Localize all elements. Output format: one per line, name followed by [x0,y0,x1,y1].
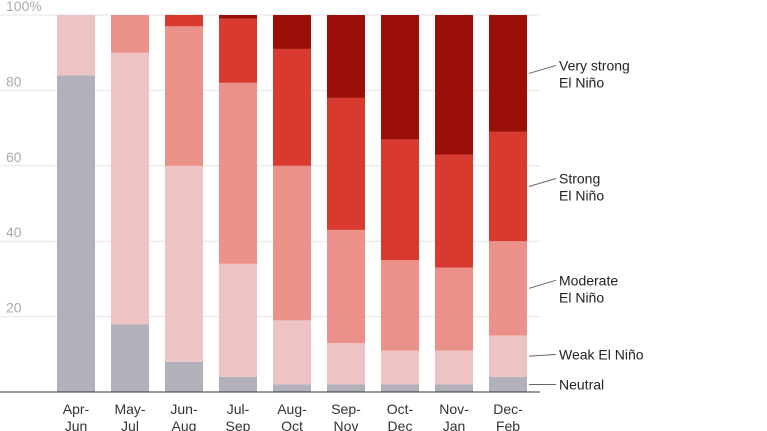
legend-leader-line [528,178,557,188]
bar-segment [219,15,257,19]
bar-segment [489,131,527,242]
y-tick-label: 80 [6,73,22,89]
bar-segment [381,15,419,140]
y-tick-label: 60 [6,149,22,165]
bar-segment [165,15,203,27]
bar-segment [165,26,203,166]
x-tick-label: Aug-Oct [277,401,307,431]
bar-segment [381,384,419,392]
bar-segment [111,15,149,53]
bar-segment [273,48,311,166]
legend-label: Moderate El Niño [559,272,618,305]
bar-segment [327,342,365,385]
bar-segment [273,15,311,49]
bar-segment [219,263,257,377]
bars [57,15,527,392]
legend-leader-line [528,64,557,74]
bar-segment [111,52,149,325]
bar-segment [327,384,365,392]
bar-segment [435,350,473,385]
x-tick-label: May-Jul [114,401,145,431]
legend-label: Weak El Niño [559,346,644,362]
bar-segment [219,376,257,392]
bar-segment [273,384,311,392]
x-tick-label: Sep-Nov [331,401,361,431]
legend-leader-line [528,279,557,289]
legend: Neutral Weak El Niño Moderate El Niño Strong… [528,57,644,392]
bar-segment [327,97,365,230]
bar-segment [165,165,203,362]
bar-segment [435,267,473,351]
bar-segment [435,384,473,392]
legend-label: Strong El Niño [559,171,604,204]
x-tick-label: Oct-Dec [387,401,414,431]
bar-segment [219,82,257,264]
y-tick-label: 40 [6,224,22,240]
x-tick-label: Jul-Sep [226,401,251,431]
x-tick-label: Jun-Aug [170,401,198,431]
bar-segment [381,350,419,385]
bar-segment [435,15,473,155]
y-tick-label: 20 [6,300,22,316]
bar-segment [327,15,365,98]
bar-segment [219,18,257,83]
bar-segment [57,15,95,76]
legend-leader-line [528,353,557,357]
x-tick-label: Dec-Feb [493,401,523,431]
bar-segment [489,376,527,392]
x-axis-labels: Apr-Jun May-Jul Jun-Aug Jul-Sep Aug-Oct Sep-N… [63,401,523,431]
y-axis-ticks: 20 40 60 80 100% [6,0,42,316]
bar-segment [57,75,95,392]
bar-segment [381,260,419,351]
bar-segment [273,165,311,321]
y-tick-label: 100% [6,0,42,14]
x-tick-label: Apr-Jun [63,401,90,431]
bar-segment [111,324,149,392]
bar-segment [273,320,311,385]
bar-segment [489,15,527,132]
bar-segment [165,361,203,392]
x-tick-label: Nov-Jan [439,401,469,431]
bar-segment [489,241,527,336]
bar-segment [489,335,527,377]
bar-segment [381,139,419,261]
legend-label: Neutral [559,376,604,392]
bar-segment [435,154,473,268]
bar-segment [327,229,365,343]
legend-label: Very strong El Niño [559,57,630,90]
